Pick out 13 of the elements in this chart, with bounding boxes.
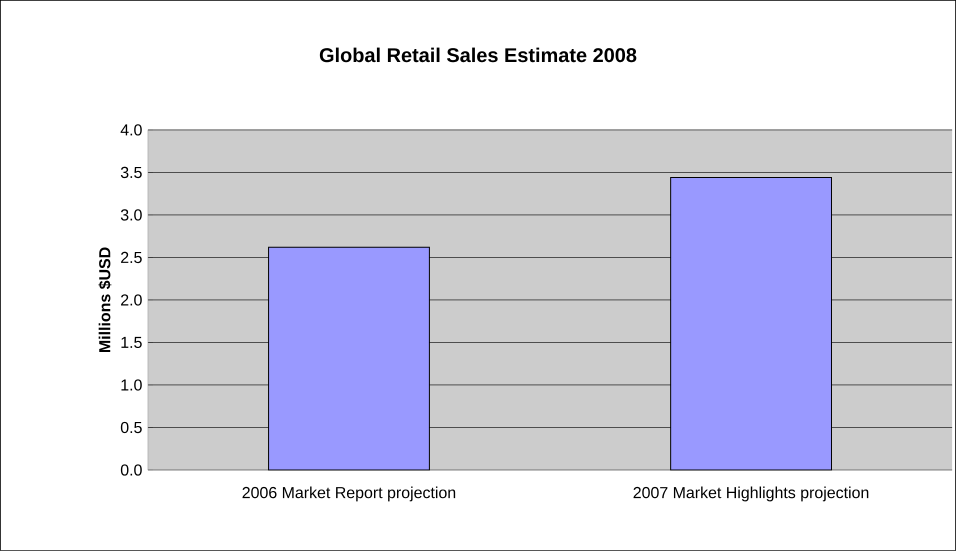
y-tick-label: 0.5 <box>120 422 142 434</box>
x-tick-label: 2006 Market Report projection <box>242 486 456 502</box>
y-tick-label: 4.0 <box>120 124 142 136</box>
y-tick-label: 2.5 <box>121 252 142 264</box>
y-tick-label: 1.0 <box>121 379 142 391</box>
x-tick-label: 2007 Market Highlights projection <box>634 486 868 502</box>
y-tick-label: 2.0 <box>121 294 142 306</box>
y-tick-label: 3.0 <box>120 209 142 221</box>
y-tick-label: 1.5 <box>121 336 142 348</box>
y-axis-title: Millions $USD <box>98 248 112 352</box>
y-tick-label: 0.0 <box>120 464 142 476</box>
y-tick-label: 3.5 <box>120 166 142 178</box>
chart-title: Global Retail Sales Estimate 2008 <box>320 48 636 62</box>
